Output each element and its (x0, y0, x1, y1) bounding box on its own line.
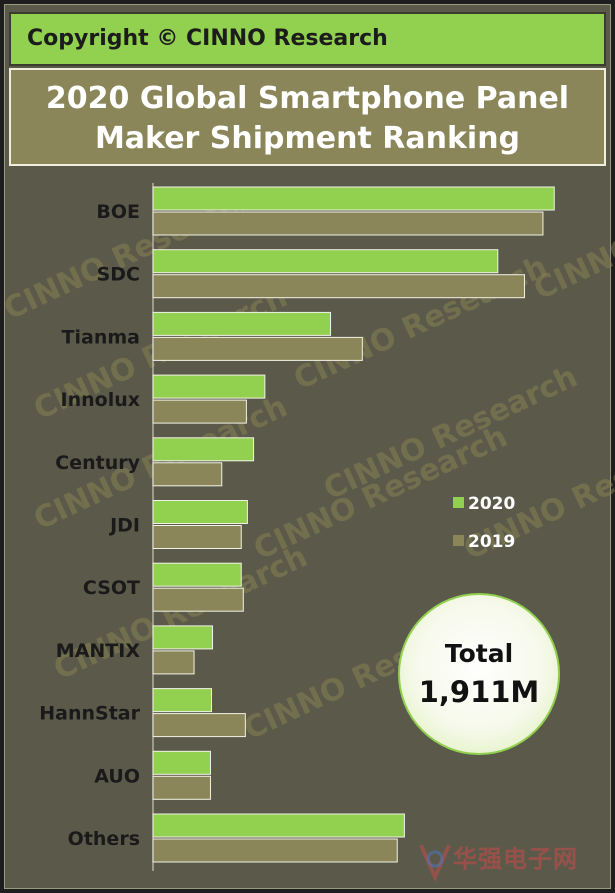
bar-2019-century (152, 462, 223, 487)
bar-2020-others (152, 813, 405, 838)
bar-2020-innolux (152, 374, 266, 399)
bar-2020-hannstar (152, 688, 212, 713)
category-label-hannstar: HannStar (39, 703, 140, 725)
legend-label-2019: 2019 (468, 532, 515, 552)
category-label-jdi: JDI (108, 515, 140, 537)
watermark-text: CINNO Research (319, 359, 583, 507)
bar-2019-innolux (152, 399, 247, 424)
category-label-auo: AUO (94, 765, 140, 787)
brand-logo-text: 华强电子网 (453, 845, 578, 873)
bar-2019-jdi (152, 525, 242, 549)
bar-2020-auo (152, 750, 211, 775)
chart-title-line-1: 2020 Global Smartphone Panel (45, 81, 570, 116)
bar-2019-hannstar (152, 713, 246, 738)
bar-2019-mantix (152, 650, 195, 675)
bar-2019-boe (152, 211, 544, 236)
category-label-mantix: MANTIX (56, 640, 141, 662)
legend-swatch-2019 (453, 535, 464, 546)
bar-2020-century (152, 437, 255, 462)
category-label-boe: BOE (96, 201, 140, 223)
bar-2020-jdi (152, 500, 248, 524)
total-label: Total (444, 639, 514, 668)
category-label-csot: CSOT (83, 577, 140, 599)
brand-logo: 华强电子网 (415, 835, 610, 887)
category-label-others: Others (68, 828, 140, 850)
bar-2019-csot (152, 587, 244, 612)
category-label-sdc: SDC (97, 264, 140, 286)
bar-2020-csot (152, 562, 242, 587)
category-label-century: Century (55, 452, 140, 474)
bar-2019-others (152, 838, 398, 863)
total-badge: Total 1,911M (398, 593, 560, 755)
bar-2020-boe (152, 186, 555, 211)
total-value: 1,911M (418, 675, 540, 709)
legend-swatch-2020 (453, 497, 464, 508)
bar-2019-tianma (152, 336, 363, 361)
bar-2020-sdc (152, 249, 499, 274)
legend-label-2020: 2020 (468, 494, 515, 514)
legend: 2020 2019 (453, 494, 515, 552)
bar-2019-auo (152, 775, 211, 800)
bar-2020-mantix (152, 625, 214, 650)
category-label-tianma: Tianma (62, 326, 140, 348)
bar-2019-sdc (152, 274, 525, 299)
bar-2020-tianma (152, 311, 332, 336)
chart-title-line-2: Maker Shipment Ranking (94, 121, 521, 156)
brand-logo-icon (419, 844, 451, 882)
category-label-innolux: Innolux (61, 389, 140, 411)
chart-title: 2020 Global Smartphone Panel Maker Shipm… (9, 68, 606, 166)
copyright-banner: Copyright © CINNO Research (9, 12, 606, 66)
